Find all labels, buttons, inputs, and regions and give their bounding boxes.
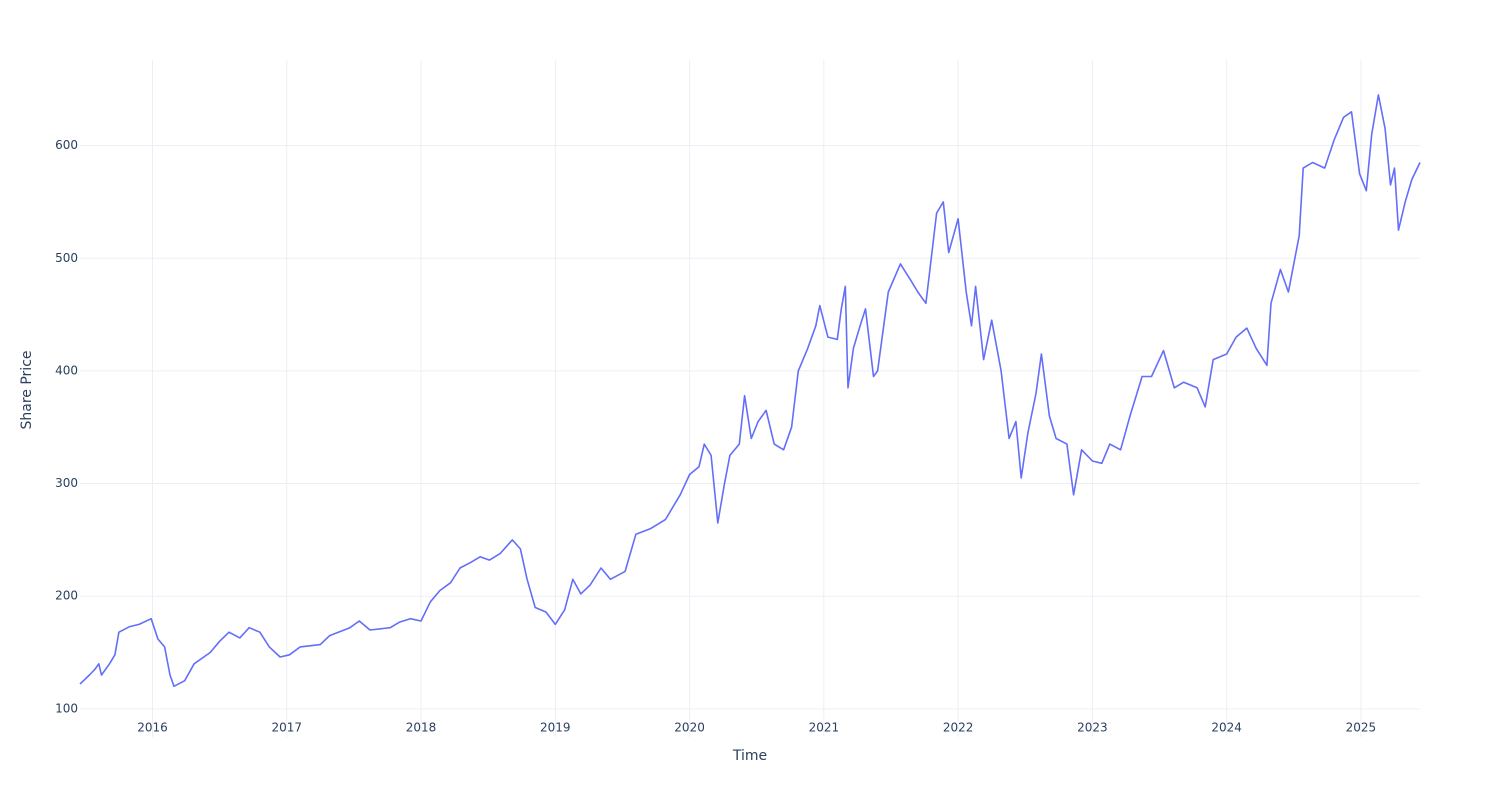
x-tick-label: 2021: [809, 721, 840, 735]
x-tick-label: 2023: [1077, 721, 1108, 735]
y-axis-title: Share Price: [19, 350, 35, 429]
y-tick-label: 500: [55, 251, 78, 265]
x-tick-label: 2020: [674, 721, 705, 735]
x-tick-label: 2016: [137, 721, 168, 735]
x-axis-title: Time: [732, 748, 767, 764]
y-tick-label: 200: [55, 589, 78, 603]
x-tick-label: 2022: [943, 721, 974, 735]
x-tick-label: 2025: [1346, 721, 1377, 735]
x-tick-label: 2024: [1211, 721, 1242, 735]
y-tick-label: 100: [55, 701, 78, 715]
x-tick-label: 2018: [406, 721, 437, 735]
y-tick-label: 600: [55, 138, 78, 152]
y-tick-label: 400: [55, 363, 78, 377]
y-tick-label: 300: [55, 476, 78, 490]
price-line: [79, 94, 1421, 688]
x-tick-label: 2019: [540, 721, 571, 735]
x-tick-label: 2017: [272, 721, 303, 735]
